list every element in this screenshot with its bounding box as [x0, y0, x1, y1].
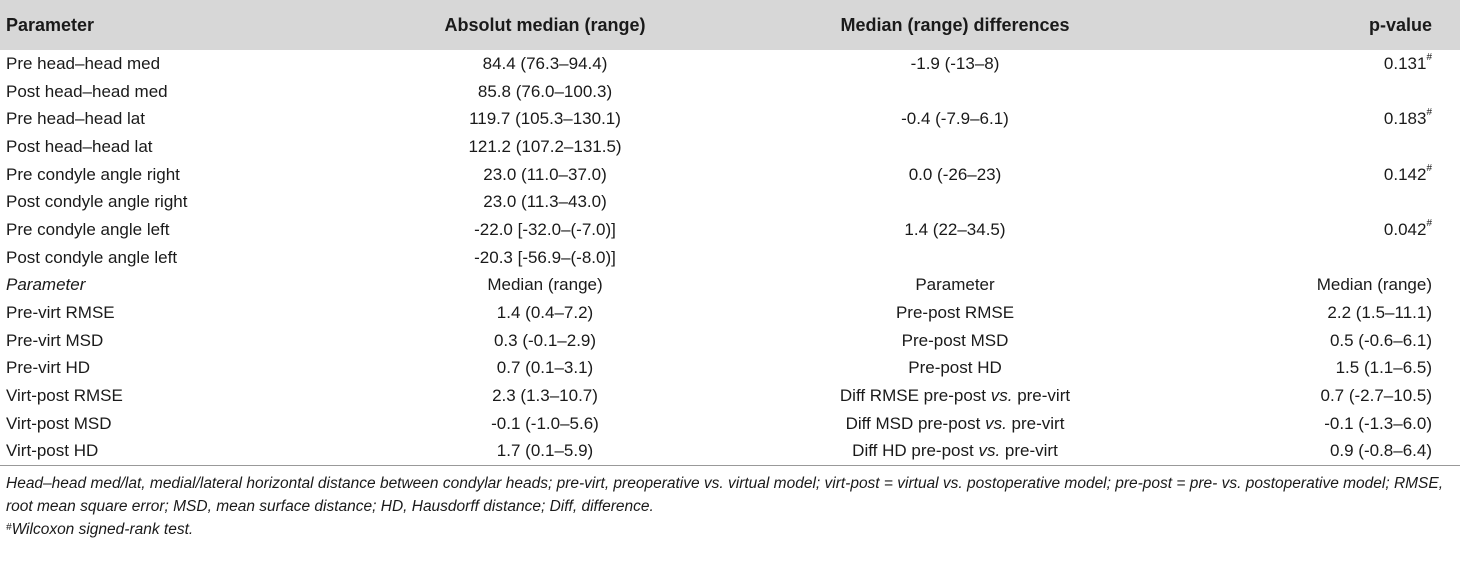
- row-parameter-a: Pre-virt HD: [6, 358, 91, 378]
- row-difference: -0.4 (-7.9–6.1): [901, 109, 1009, 129]
- table-row: Pre-virt RMSE 1.4 (0.4–7.2) Pre-post RMS…: [0, 299, 1460, 327]
- row-median-a: -0.1 (-1.0–5.6): [491, 413, 599, 433]
- table-row: Post head–head lat 121.2 (107.2–131.5): [0, 133, 1460, 161]
- row-parameter: Pre condyle angle left: [6, 219, 170, 239]
- row-absolute: 121.2 (107.2–131.5): [468, 136, 622, 156]
- p-value-text: 0.183: [1383, 109, 1427, 129]
- row-median-a: 1.4 (0.4–7.2): [496, 303, 594, 323]
- subheader-parameter-a: Parameter: [6, 275, 86, 295]
- table-row: Post condyle angle left -20.3 [-56.9–(-8…: [0, 244, 1460, 272]
- row-p-value: [1190, 78, 1460, 106]
- footnote-mark: #: [1426, 107, 1432, 119]
- row-median-b: 1.5 (1.1–6.5): [1335, 358, 1432, 378]
- p-value-text: 0.042: [1383, 219, 1427, 239]
- table-header-row: Parameter Absolut median (range) Median …: [0, 0, 1460, 50]
- row-parameter-a: Pre-virt RMSE: [6, 303, 115, 323]
- row-parameter: Post head–head lat: [6, 136, 153, 156]
- subheader-parameter-b: Parameter: [915, 275, 995, 295]
- row-difference: 0.0 (-26–23): [908, 164, 1002, 184]
- table-row: Pre-virt HD 0.7 (0.1–3.1) Pre-post HD 1.…: [0, 355, 1460, 383]
- row-p-value: 0.131#: [1190, 50, 1460, 78]
- row-absolute: -20.3 [-56.9–(-8.0)]: [474, 247, 616, 267]
- row-parameter-a: Virt-post MSD: [6, 413, 112, 433]
- table-row: Post condyle angle right 23.0 (11.3–43.0…: [0, 188, 1460, 216]
- subheader-median-a: Median (range): [487, 275, 603, 295]
- row-p-value: [1190, 188, 1460, 216]
- table-row: Virt-post HD 1.7 (0.1–5.9) Diff HD pre-p…: [0, 437, 1460, 467]
- row-parameter-a: Virt-post RMSE: [6, 386, 123, 406]
- footnote-mark: #: [6, 522, 12, 534]
- table-row: Pre condyle angle left -22.0 [-32.0–(-7.…: [0, 216, 1460, 244]
- p-value-text: 0.131: [1383, 53, 1427, 73]
- row-difference: [720, 244, 1190, 272]
- row-p-value: 0.142#: [1190, 161, 1460, 189]
- row-absolute: 84.4 (76.3–94.4): [482, 53, 608, 73]
- row-difference: [720, 78, 1190, 106]
- subheader-median-b: Median (range): [1316, 275, 1432, 295]
- row-difference: [720, 133, 1190, 161]
- row-parameter: Post condyle angle right: [6, 192, 188, 212]
- row-parameter: Pre condyle angle right: [6, 164, 180, 184]
- table-row: Pre head–head med 84.4 (76.3–94.4) -1.9 …: [0, 50, 1460, 78]
- row-median-a: 0.3 (-0.1–2.9): [493, 330, 597, 350]
- row-p-value: 0.183#: [1190, 105, 1460, 133]
- table-row: Post head–head med 85.8 (76.0–100.3): [0, 78, 1460, 106]
- footnote-mark: #: [1426, 51, 1432, 63]
- row-p-value: [1190, 133, 1460, 161]
- row-parameter-b: Pre-post RMSE: [895, 303, 1015, 323]
- header-median-differences: Median (range) differences: [720, 0, 1190, 50]
- table-row: Pre condyle angle right 23.0 (11.0–37.0)…: [0, 161, 1460, 189]
- row-absolute: -22.0 [-32.0–(-7.0)]: [474, 219, 616, 239]
- row-median-a: 0.7 (0.1–3.1): [496, 358, 594, 378]
- test-note-text: Wilcoxon signed-rank test.: [11, 521, 194, 539]
- row-difference: -1.9 (-13–8): [910, 53, 1000, 73]
- row-median-b: -0.1 (-1.3–6.0): [1324, 413, 1432, 433]
- row-absolute: 85.8 (76.0–100.3): [477, 81, 613, 101]
- results-table: Parameter Absolut median (range) Median …: [0, 0, 1460, 467]
- row-median-a: 1.7 (0.1–5.9): [370, 437, 720, 467]
- row-difference: 1.4 (22–34.5): [904, 219, 1006, 239]
- row-difference: [720, 188, 1190, 216]
- test-note: #Wilcoxon signed-rank test.: [6, 518, 1454, 541]
- header-p-value: p-value: [1190, 0, 1460, 50]
- row-absolute: 23.0 (11.3–43.0): [483, 192, 607, 212]
- row-parameter-b: Diff RMSE pre-post vs. pre-virt: [839, 386, 1071, 406]
- row-parameter: Post head–head med: [6, 81, 168, 101]
- abbreviations-note: Head–head med/lat, medial/lateral horizo…: [6, 475, 1444, 516]
- row-parameter: Pre head–head med: [6, 53, 161, 73]
- row-parameter-a: Virt-post HD: [0, 437, 370, 467]
- p-value-text: 0.142: [1383, 164, 1427, 184]
- table-row: Pre head–head lat 119.7 (105.3–130.1) -0…: [0, 105, 1460, 133]
- row-parameter: Pre head–head lat: [6, 109, 145, 129]
- table-subheader-row: Parameter Median (range) Parameter Media…: [0, 272, 1460, 300]
- header-parameter: Parameter: [0, 0, 370, 50]
- row-parameter-b: Diff HD pre-post vs. pre-virt: [720, 437, 1190, 467]
- table-row: Virt-post RMSE 2.3 (1.3–10.7) Diff RMSE …: [0, 382, 1460, 410]
- row-median-b: 2.2 (1.5–11.1): [1327, 303, 1432, 323]
- row-parameter-b: Pre-post MSD: [901, 330, 1009, 350]
- table-row: Pre-virt MSD 0.3 (-0.1–2.9) Pre-post MSD…: [0, 327, 1460, 355]
- row-median-b: 0.5 (-0.6–6.1): [1329, 330, 1432, 350]
- row-parameter-b: Diff MSD pre-post vs. pre-virt: [845, 413, 1065, 433]
- header-absolute-median: Absolut median (range): [370, 0, 720, 50]
- row-p-value: 0.042#: [1190, 216, 1460, 244]
- row-median-b: 0.7 (-2.7–10.5): [1320, 386, 1432, 406]
- footnote-mark: #: [1426, 162, 1432, 174]
- footnote-mark: #: [1426, 217, 1432, 229]
- row-p-value: [1190, 244, 1460, 272]
- row-absolute: 119.7 (105.3–130.1): [469, 109, 621, 129]
- table-row: Virt-post MSD -0.1 (-1.0–5.6) Diff MSD p…: [0, 410, 1460, 438]
- row-parameter-b: Pre-post HD: [908, 358, 1002, 378]
- row-parameter: Post condyle angle left: [6, 247, 178, 267]
- table-footnote: Head–head med/lat, medial/lateral horizo…: [0, 466, 1460, 541]
- row-absolute: 23.0 (11.0–37.0): [483, 164, 607, 184]
- row-median-a: 2.3 (1.3–10.7): [492, 386, 598, 406]
- row-parameter-a: Pre-virt MSD: [6, 330, 104, 350]
- row-median-b: 0.9 (-0.8–6.4): [1190, 437, 1460, 467]
